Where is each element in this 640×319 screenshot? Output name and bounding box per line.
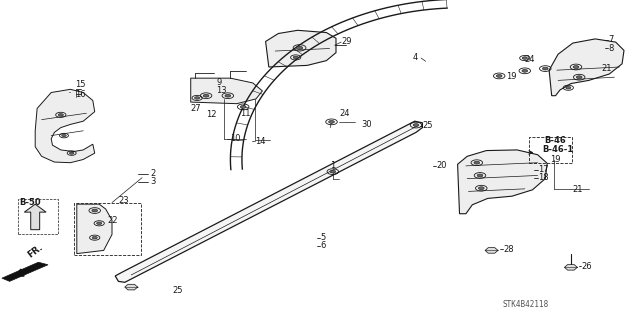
Circle shape — [522, 70, 527, 72]
Polygon shape — [77, 204, 112, 254]
Text: B-46-1: B-46-1 — [543, 145, 574, 154]
Polygon shape — [125, 284, 138, 290]
Circle shape — [477, 174, 483, 177]
Text: 27: 27 — [191, 104, 202, 113]
Text: 5: 5 — [320, 233, 325, 242]
Polygon shape — [115, 121, 422, 282]
Polygon shape — [2, 262, 48, 281]
Circle shape — [296, 46, 303, 49]
Text: 19: 19 — [506, 72, 516, 81]
Text: 28: 28 — [503, 245, 514, 254]
Text: 25: 25 — [173, 286, 183, 295]
Text: 21: 21 — [602, 64, 612, 73]
Text: 29: 29 — [341, 37, 351, 46]
Text: 14: 14 — [255, 137, 265, 146]
Text: 13: 13 — [216, 86, 227, 95]
Polygon shape — [564, 264, 577, 270]
Circle shape — [195, 97, 200, 99]
Text: 25: 25 — [422, 121, 433, 130]
Circle shape — [225, 94, 230, 97]
Text: 7: 7 — [608, 35, 613, 44]
Text: 18: 18 — [538, 173, 548, 182]
Text: 24: 24 — [339, 109, 349, 118]
Circle shape — [97, 222, 102, 225]
Text: 11: 11 — [240, 109, 250, 118]
Text: 26: 26 — [581, 262, 592, 271]
Circle shape — [204, 94, 209, 97]
Text: 22: 22 — [108, 216, 118, 225]
Text: 21: 21 — [573, 185, 583, 194]
Circle shape — [543, 67, 548, 70]
Circle shape — [522, 57, 527, 59]
Text: 4: 4 — [413, 53, 418, 62]
Text: B-46: B-46 — [544, 137, 566, 145]
Text: 24: 24 — [525, 55, 535, 63]
Text: 9: 9 — [216, 78, 221, 87]
Text: FR.: FR. — [26, 243, 45, 260]
Text: 17: 17 — [538, 165, 548, 174]
Circle shape — [566, 86, 571, 89]
Circle shape — [293, 56, 298, 59]
Text: STK4B42118: STK4B42118 — [502, 300, 548, 309]
Circle shape — [70, 152, 74, 154]
Text: 6: 6 — [320, 241, 325, 250]
Circle shape — [413, 123, 419, 126]
Circle shape — [474, 161, 480, 164]
Polygon shape — [191, 78, 262, 104]
Polygon shape — [485, 248, 498, 253]
Circle shape — [497, 75, 502, 77]
Circle shape — [330, 170, 336, 173]
Text: 30: 30 — [362, 120, 372, 129]
Circle shape — [479, 187, 484, 189]
Circle shape — [329, 121, 334, 123]
Polygon shape — [35, 89, 95, 163]
Text: 16: 16 — [76, 90, 86, 99]
Circle shape — [58, 114, 63, 116]
Text: 2: 2 — [150, 169, 156, 178]
Text: 12: 12 — [206, 110, 216, 119]
Text: 10: 10 — [230, 134, 241, 143]
Text: 8: 8 — [608, 44, 613, 53]
Polygon shape — [24, 204, 46, 230]
Text: 1: 1 — [330, 161, 335, 170]
Circle shape — [92, 236, 97, 239]
Text: 19: 19 — [550, 155, 561, 164]
Text: 23: 23 — [118, 197, 129, 205]
Circle shape — [573, 66, 579, 68]
Circle shape — [577, 76, 582, 79]
Polygon shape — [549, 39, 624, 96]
Text: 3: 3 — [150, 177, 156, 186]
Text: 15: 15 — [76, 80, 86, 89]
Polygon shape — [266, 30, 336, 67]
Text: B-50: B-50 — [19, 198, 41, 207]
Circle shape — [61, 135, 67, 137]
Circle shape — [92, 209, 97, 212]
Polygon shape — [458, 150, 547, 214]
Text: 20: 20 — [436, 161, 447, 170]
Circle shape — [241, 105, 246, 108]
